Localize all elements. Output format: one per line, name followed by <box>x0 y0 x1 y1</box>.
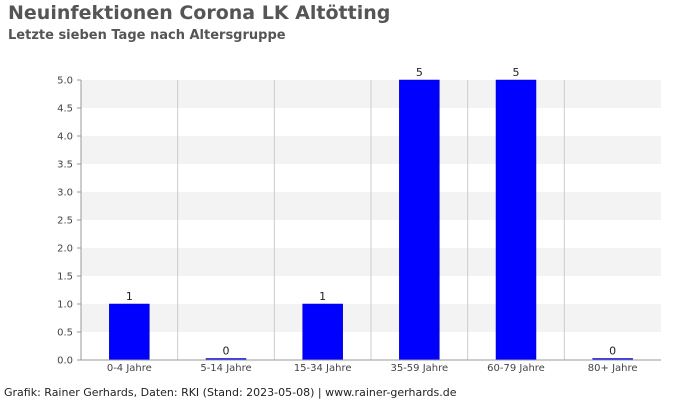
y-tick-label: 1.5 <box>57 272 73 283</box>
y-tick-label: 1.0 <box>57 300 73 311</box>
bar <box>399 79 440 361</box>
x-category-label: 0-4 Jahre <box>107 363 152 374</box>
y-tick-label: 5.0 <box>57 76 73 87</box>
x-category-label: 60-79 Jahre <box>487 363 545 374</box>
bar-value-label: 5 <box>416 66 423 79</box>
y-tick-label: 4.0 <box>57 132 73 143</box>
x-category-label: 80+ Jahre <box>588 363 638 374</box>
bar-value-label: 1 <box>319 290 326 303</box>
y-axis-ticks: 0.0 0.5 1.0 1.5 2.0 2.5 3.0 3.5 4.0 4.5 5.0 <box>57 76 81 367</box>
y-tick-label: 2.5 <box>57 216 73 227</box>
chart-subtitle: Letzte sieben Tage nach Altersgruppe <box>8 28 286 43</box>
bar-value-label: 0 <box>223 345 230 358</box>
vertical-gridlines <box>177 80 565 360</box>
x-axis-labels: 0-4 Jahre 5-14 Jahre 15-34 Jahre 35-59 Jahr… <box>107 363 638 374</box>
y-tick-label: 0.5 <box>57 328 73 339</box>
y-tick-label: 3.0 <box>57 188 73 199</box>
bars <box>109 79 633 361</box>
y-tick-label: 3.5 <box>57 160 73 171</box>
bar-value-label: 0 <box>609 345 616 358</box>
y-tick-label: 2.0 <box>57 244 73 255</box>
bar-value-label: 1 <box>126 290 133 303</box>
bar <box>302 303 343 361</box>
y-tick-label: 4.5 <box>57 104 73 115</box>
x-category-label: 35-59 Jahre <box>390 363 448 374</box>
bar-value-label: 5 <box>513 66 520 79</box>
x-category-label: 15-34 Jahre <box>294 363 352 374</box>
data-labels: 1 0 1 5 5 0 <box>126 66 616 358</box>
y-tick-label: 0.0 <box>57 356 73 367</box>
x-category-label: 5-14 Jahre <box>200 363 251 374</box>
bar <box>495 79 537 361</box>
footer-credits: Grafik: Rainer Gerhards, Daten: RKI (Sta… <box>4 386 457 399</box>
bar <box>109 303 150 361</box>
chart-title: Neuinfektionen Corona LK Altötting <box>8 2 391 24</box>
